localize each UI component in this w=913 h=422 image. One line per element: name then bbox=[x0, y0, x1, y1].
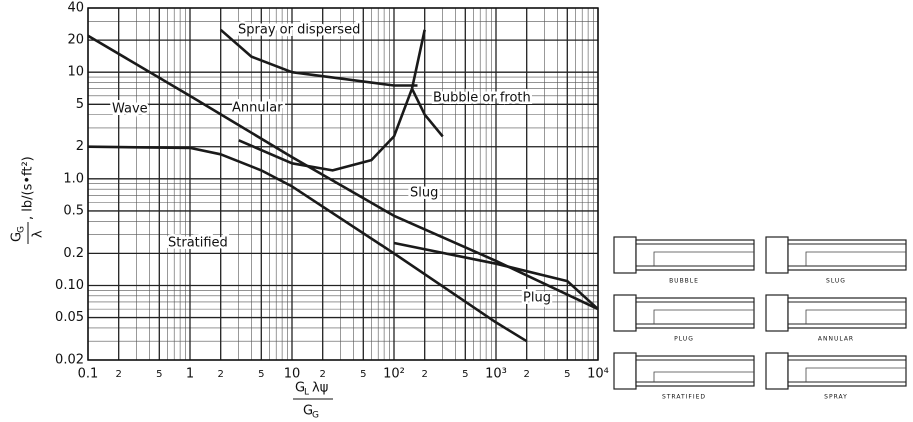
x-tick-label: 2 bbox=[422, 369, 428, 380]
x-tick-label: 10² bbox=[383, 367, 405, 382]
y-tick-label: 0.5 bbox=[63, 203, 84, 218]
annotation: Spray or dispersed bbox=[238, 23, 360, 38]
x-tick-label: 5 bbox=[360, 369, 366, 380]
x-tick-label: 1 bbox=[186, 367, 194, 382]
annotation: Stratified bbox=[168, 236, 228, 251]
x-label-num-sub: L bbox=[304, 388, 309, 398]
y-tick-label: 5 bbox=[76, 97, 84, 112]
y-tick-label: 0.05 bbox=[55, 310, 84, 325]
annotation: Plug bbox=[523, 291, 551, 306]
y-tick-label: 10 bbox=[67, 65, 84, 80]
boundary-curve bbox=[88, 147, 527, 342]
curves bbox=[88, 30, 598, 341]
boundary-curve bbox=[88, 36, 598, 309]
pipe-flange bbox=[766, 353, 788, 389]
flow-pattern-label: PLUG bbox=[674, 336, 694, 343]
y-label-units: , lb/(s•ft²) bbox=[21, 156, 36, 220]
flow-pattern-label: ANNULAR bbox=[818, 336, 854, 343]
x-tick-label: 0.1 bbox=[78, 367, 99, 382]
flow-pattern-label: SLUG bbox=[826, 278, 846, 285]
annotation: Bubble or froth bbox=[433, 91, 531, 106]
y-tick-label: 1.0 bbox=[63, 171, 84, 186]
y-axis-label: G G λ , lb/(s•ft²) bbox=[10, 156, 46, 244]
x-tick-label: 10 bbox=[284, 367, 301, 382]
x-tick-label: 5 bbox=[258, 369, 264, 380]
annotation: Annular bbox=[232, 101, 283, 116]
y-tick-label: 0.10 bbox=[55, 278, 84, 293]
y-tick-label: 2 bbox=[76, 139, 84, 154]
x-tick-label: 5 bbox=[462, 369, 468, 380]
pipe-flange bbox=[614, 295, 636, 331]
x-axis-label: G L λψ G G bbox=[293, 381, 333, 421]
y-label-den: λ bbox=[31, 230, 46, 238]
x-tick-label: 10³ bbox=[485, 367, 507, 382]
x-tick-label: 2 bbox=[524, 369, 530, 380]
flow-pattern-label: BUBBLE bbox=[669, 278, 699, 285]
annotation: Wave bbox=[112, 102, 148, 117]
grid bbox=[88, 8, 598, 360]
x-tick-label: 2 bbox=[116, 369, 122, 380]
pipe-flange bbox=[766, 237, 788, 273]
x-tick-label: 2 bbox=[320, 369, 326, 380]
x-label-num-rest: λψ bbox=[312, 381, 328, 396]
x-tick-label: 5 bbox=[564, 369, 570, 380]
chart: Spray or dispersed Annular Bubble or fro… bbox=[0, 0, 913, 422]
y-label-num-sub: G bbox=[17, 226, 27, 233]
y-tick-label: 40 bbox=[67, 1, 84, 16]
y-tick-label: 20 bbox=[67, 33, 84, 48]
x-tick-label: 2 bbox=[218, 369, 224, 380]
pipe-flange bbox=[766, 295, 788, 331]
pipe-flange bbox=[614, 237, 636, 273]
pipe-flange bbox=[614, 353, 636, 389]
flow-pattern-figures: BUBBLE SLUG PLUG ANNULAR STRATIFIED SPRAY bbox=[614, 237, 906, 401]
annotation: Slug bbox=[410, 186, 438, 201]
x-tick-label: 5 bbox=[156, 369, 162, 380]
y-tick-label: 0.2 bbox=[63, 246, 84, 261]
x-label-den-sub: G bbox=[312, 411, 319, 421]
flow-pattern-label: SPRAY bbox=[824, 394, 848, 401]
y-tick-label: 0.02 bbox=[55, 353, 84, 368]
flow-pattern-label: STRATIFIED bbox=[662, 394, 706, 401]
x-tick-label: 10⁴ bbox=[587, 367, 609, 382]
